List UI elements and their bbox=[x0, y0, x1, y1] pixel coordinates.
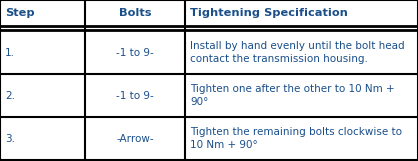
Text: 1.: 1. bbox=[5, 47, 15, 57]
Bar bbox=[0, 74, 418, 117]
Bar bbox=[0, 31, 418, 74]
Text: -1 to 9-: -1 to 9- bbox=[116, 90, 154, 100]
Text: Step: Step bbox=[5, 8, 35, 18]
Text: Tighten one after the other to 10 Nm +
90°: Tighten one after the other to 10 Nm + 9… bbox=[190, 84, 395, 107]
Text: 2.: 2. bbox=[5, 90, 15, 100]
Text: Install by hand evenly until the bolt head
contact the transmission housing.: Install by hand evenly until the bolt he… bbox=[190, 41, 405, 64]
Bar bbox=[0, 0, 418, 26]
Text: -1 to 9-: -1 to 9- bbox=[116, 47, 154, 57]
Text: Bolts: Bolts bbox=[119, 8, 151, 18]
Text: -Arrow-: -Arrow- bbox=[116, 133, 154, 143]
Text: 3.: 3. bbox=[5, 133, 15, 143]
Text: Tightening Specification: Tightening Specification bbox=[190, 8, 348, 18]
Text: Tighten the remaining bolts clockwise to
10 Nm + 90°: Tighten the remaining bolts clockwise to… bbox=[190, 127, 402, 150]
Bar bbox=[0, 117, 418, 160]
